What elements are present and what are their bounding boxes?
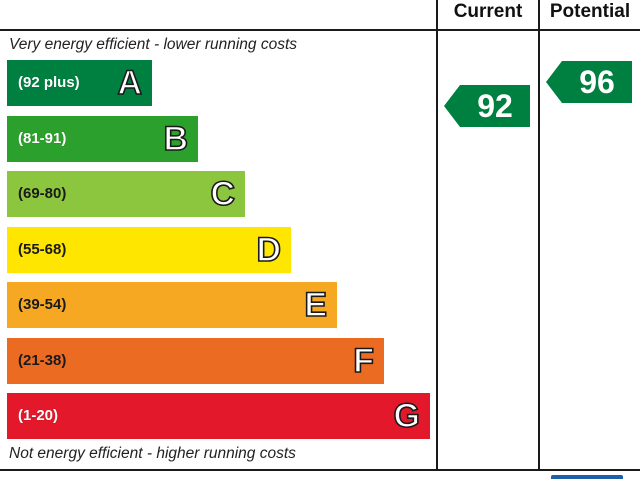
band-letter: C [210,174,236,214]
top-caption: Very energy efficient - lower running co… [9,36,298,53]
scrollbar-thumb[interactable] [551,475,623,479]
band-b: (81-91) B [7,116,198,162]
band-c: (69-80) C [7,171,245,217]
band-d: (55-68) D [7,227,291,273]
band-letter: A [117,63,143,103]
band-range-label: (39-54) [18,296,67,313]
potential-rating-value: 96 [579,64,615,100]
band-f: (21-38) F [7,338,384,384]
band-letter: B [163,119,189,159]
band-range-label: (81-91) [18,130,67,147]
band-range-label: (92 plus) [18,74,80,91]
current-rating-arrow: 92 [444,85,530,127]
potential-rating-arrow: 96 [546,61,632,103]
current-column-divider [436,0,438,471]
arrow-polygon [546,61,632,103]
potential-column-header: Potential [549,1,631,22]
band-range-label: (69-80) [18,185,67,202]
current-rating-value: 92 [477,88,513,124]
band-g: (1-20) G [7,393,430,439]
arrow-polygon [444,85,530,127]
band-letter: F [352,341,374,381]
current-column-header: Current [453,1,523,22]
arrow-shape [546,61,632,103]
band-e: (39-54) E [7,282,337,328]
band-range-label: (21-38) [18,352,67,369]
header-divider [0,29,640,31]
band-letter: E [304,285,328,325]
band-letter: D [256,230,282,270]
bottom-border [0,469,640,471]
band-range-label: (1-20) [18,407,59,424]
bottom-caption: Not energy efficient - higher running co… [9,445,296,462]
potential-column-divider [538,0,540,471]
band-range-label: (55-68) [18,241,67,258]
arrow-shape [444,85,530,127]
band-a: (92 plus) A [7,60,152,106]
band-letter: G [393,396,421,436]
